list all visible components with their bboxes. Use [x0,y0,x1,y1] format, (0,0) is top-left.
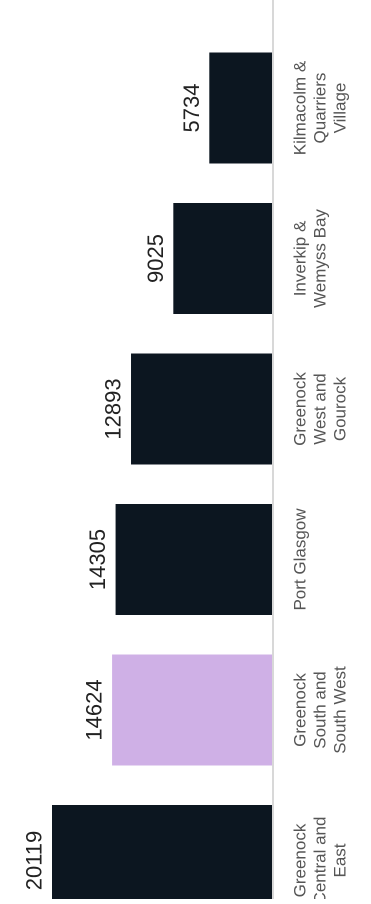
category-label-line: West and [311,373,330,445]
category-label-5: Kilmacolm &QuarriersVillage [291,60,350,155]
value-label-0: 20119 [22,831,47,891]
bar-5 [209,52,272,164]
category-label-line: Kilmacolm & [291,60,310,155]
value-label-5: 5734 [179,84,204,133]
value-labels-layer: 20119 14624 14305 12893 9025 5734 [22,84,204,891]
value-label-1: 14624 [82,679,107,740]
category-label-2: Port Glasgow [291,508,310,611]
category-label-4: Inverkip &Wemyss Bay [291,209,330,308]
category-label-line: Quarriers [311,73,330,144]
bars-layer [52,52,273,904]
bar-4 [173,203,272,314]
category-label-3: GreenockWest andGourock [291,372,350,446]
bar-1 [112,654,272,766]
category-label-line: South West [331,666,350,754]
category-label-line: East [331,843,350,877]
category-label-line: Village [331,83,350,134]
category-label-0: GreenockCentral andEast [291,817,350,899]
value-label-4: 9025 [143,234,168,283]
category-label-line: Greenock [291,372,310,446]
value-label-2: 14305 [85,529,110,590]
category-label-line: Gourock [331,376,350,441]
category-label-line: Port Glasgow [291,508,310,611]
bar-2 [115,504,273,615]
category-label-line: Greenock [291,823,310,897]
category-label-line: Inverkip & [291,220,310,296]
category-label-line: Greenock [291,673,310,747]
category-label-line: Wemyss Bay [311,209,330,308]
category-label-1: GreenockSouth andSouth West [291,666,350,754]
category-label-line: South and [311,671,330,749]
value-label-3: 12893 [101,378,126,439]
bar-3 [131,353,272,465]
bar-0 [52,805,272,904]
category-label-line: Central and [311,817,330,899]
